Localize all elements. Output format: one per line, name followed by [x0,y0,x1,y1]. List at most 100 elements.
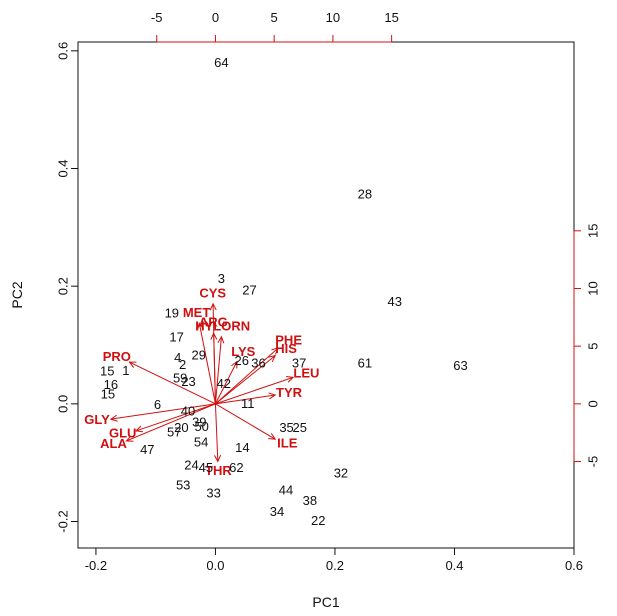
loading-arrowhead [209,302,217,311]
observation-label: 15 [100,364,114,379]
loading-arrowhead [286,376,295,383]
y-tick-label: 0.2 [55,277,70,295]
loading-label: CYS [199,285,226,300]
x-axis-title: PC1 [312,594,339,610]
loading-label: ALA [100,436,127,451]
loading-label: MET [183,305,211,320]
observation-label: 40 [181,404,195,419]
loading-label: LYS [231,344,255,359]
loading-arrowhead [128,361,137,368]
y-tick-label: 0.0 [55,395,70,413]
observation-label: 26 [235,353,249,368]
observation-label: 27 [242,282,256,297]
observation-label: 6 [154,397,161,412]
loading-label: PRO [103,349,131,364]
y-tick-label: -0.2 [55,510,70,532]
observation-label: 59 [173,371,187,386]
observation-label: 54 [194,435,208,450]
loading-arrowhead [109,414,118,422]
loading-arrowhead [125,435,134,442]
loading-label: PHE [275,333,302,348]
observation-label: 33 [206,485,220,500]
loading-arrowhead [134,425,143,433]
x-tick-label: 0.2 [326,558,344,573]
observation-label: 19 [165,305,179,320]
loading-arrow [214,336,222,404]
observation-label: 36 [251,355,265,370]
loading-arrow [215,347,279,405]
observation-label: 17 [169,329,183,344]
loading-arrow [135,403,216,432]
observation-label: 50 [194,419,208,434]
observation-label: 44 [279,482,293,497]
x-tick-label: 0.6 [565,558,583,573]
observation-label: 25 [292,420,306,435]
observation-label: 14 [235,440,249,455]
observation-label: 53 [176,478,190,493]
observation-label: 16 [104,377,118,392]
observation-label: 22 [311,513,325,528]
x-tick-label: -0.2 [85,558,107,573]
y-tick-label: 0.6 [55,42,70,60]
observation-label: 29 [191,348,205,363]
y-axis-title: PC2 [9,281,25,308]
loading-label: HIS [275,341,297,356]
loading-arrow [215,394,276,405]
loading-arrowhead [231,360,238,369]
loading-label: GLY [84,412,110,427]
loading-arrow [110,403,216,420]
observation-label: 38 [303,493,317,508]
observation-label: 64 [214,55,228,70]
loading-arrow [198,323,216,404]
observation-label: 45 [199,460,213,475]
observation-label: 11 [241,396,255,411]
loading-arrow [214,403,219,462]
loading-arrowhead [268,433,277,440]
loading-arrowhead [210,332,218,340]
observation-label: 15 [101,386,115,401]
observation-label: 28 [358,186,372,201]
observation-label: 34 [270,504,284,519]
x-top-tick-label: -5 [151,10,163,25]
loading-label: HYLORN [195,318,250,333]
loading-arrow [215,355,276,405]
loading-arrowhead [268,392,277,400]
loading-label: LEU [293,366,319,381]
x-axis-top: -5 0 5 10 15 [151,10,399,43]
observation-label: 2 [179,357,186,372]
loading-label: ARG [199,315,228,330]
observation-label: 4 [174,350,181,365]
loadings-arrows [109,302,295,463]
observation-label: 37 [292,355,306,370]
observation-label: 1 [122,363,129,378]
y-tick-label: 0.4 [55,159,70,177]
loading-arrow [213,333,216,404]
loading-arrowhead [197,322,204,331]
x-top-tick-label: 10 [326,10,340,25]
observation-label: 63 [453,358,467,373]
observation-label: 32 [334,465,348,480]
x-top-tick-label: 0 [212,10,219,25]
observation-label: 35 [279,420,293,435]
y-axis-left: -0.2 0.0 0.2 0.4 0.6 [55,42,79,533]
loading-label: GLU [109,426,136,441]
observation-label: 62 [229,460,243,475]
loading-label: THR [205,463,232,478]
y-right-tick-label: 0 [585,400,600,407]
loading-arrowhead [217,335,225,344]
observation-label: 24 [184,458,198,473]
loading-arrow [215,376,294,405]
loading-arrow [129,361,216,405]
loading-arrowhead [214,454,222,463]
observation-label: 23 [181,374,195,389]
x-tick-label: 0.4 [445,558,463,573]
observation-label: 47 [140,442,154,457]
y-right-tick-label: 15 [585,224,600,238]
observation-label: 42 [217,376,231,391]
loading-arrow [215,403,276,440]
observation-label: 43 [387,294,401,309]
y-right-tick-label: 5 [585,343,600,350]
